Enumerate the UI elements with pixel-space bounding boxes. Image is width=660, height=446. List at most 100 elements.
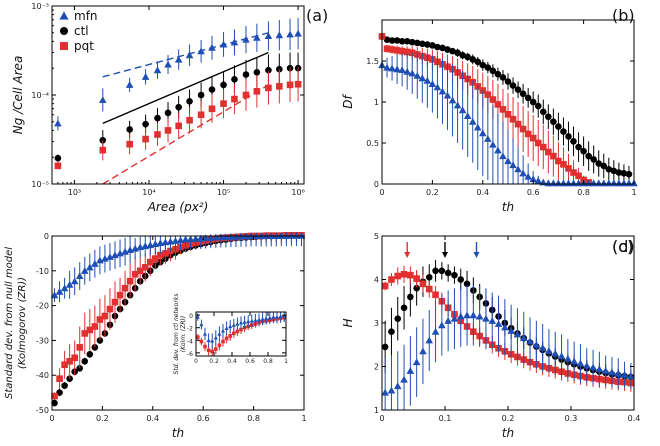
pqt-point [524, 130, 532, 138]
pqt-point [235, 329, 240, 334]
ctl-point [625, 170, 633, 178]
y-axis-label: Df [341, 93, 355, 108]
mfn-point [195, 314, 200, 319]
pqt-point [432, 291, 439, 299]
pqt-point [217, 343, 222, 348]
pqt-point [560, 161, 567, 168]
ctl-point [175, 103, 182, 111]
ctl-point [464, 53, 471, 61]
pqt-point [545, 148, 552, 156]
mfn-point [433, 83, 442, 91]
pqt-point [141, 264, 149, 271]
pqt-point [504, 111, 512, 118]
mfn-point [186, 235, 195, 243]
legend-marker-pqt [60, 42, 68, 50]
ctl-point [524, 94, 532, 102]
mfn-point [489, 140, 497, 148]
ctl-point [519, 90, 527, 98]
ctl-point [575, 143, 582, 151]
pqt-point [101, 312, 109, 320]
ctl-point [403, 38, 411, 45]
pqt-point [210, 349, 214, 354]
mfn-point [438, 321, 446, 329]
mfn-point [549, 179, 558, 187]
legend-label-mfn: mfn [74, 9, 98, 23]
pqt-point [164, 127, 172, 134]
x-tick-label: 0.1 [439, 414, 452, 423]
pqt-point [157, 251, 164, 259]
pqt-point [126, 277, 134, 285]
ctl-point [620, 170, 628, 177]
mfn-point [116, 249, 124, 257]
pqt-point [224, 336, 229, 341]
mfn-point [514, 165, 522, 173]
x-tick-label: 10⁵ [217, 188, 230, 197]
ctl-point [494, 70, 502, 78]
ctl-point [56, 389, 63, 396]
mfn-point [413, 71, 422, 79]
y-tick-label: 10⁻³ [31, 2, 49, 11]
mfn-point [615, 179, 623, 187]
ctl-point [154, 114, 161, 122]
mfn-point [282, 231, 291, 239]
pqt-point [383, 45, 391, 52]
mfn-point [475, 312, 484, 320]
mfn-point [605, 179, 613, 187]
mfn-point [224, 326, 229, 330]
pqt-point [91, 323, 99, 330]
pqt-point [239, 327, 243, 332]
x-tick-label: 1 [631, 188, 636, 197]
pqt-point [265, 84, 272, 92]
mfn-point [256, 317, 262, 322]
y-tick-label: -30 [36, 336, 49, 345]
mfn-point [408, 69, 417, 77]
inset-y-label-line2: (Kolm. (ZR)) [180, 316, 187, 352]
ctl-point [514, 86, 522, 93]
ctl-point [570, 138, 577, 145]
mfn-point [589, 363, 597, 371]
ctl-point [429, 42, 436, 49]
mfn-point [393, 65, 401, 73]
ctl-point [504, 78, 512, 85]
pqt-point [575, 172, 582, 180]
mfn-point [275, 31, 284, 39]
y-tick-label: 4 [374, 276, 379, 285]
mfn-point [620, 179, 628, 187]
pqt-point [136, 267, 144, 275]
ctl-point [434, 43, 441, 51]
mfn-point [196, 234, 205, 242]
mfn-point [509, 161, 517, 169]
ctl-point [208, 86, 216, 93]
mfn-point [614, 369, 623, 377]
y-tick-label: -10 [36, 267, 49, 276]
x-tick-label: 0 [379, 188, 384, 197]
pqt-point [242, 91, 250, 99]
mfn-point [106, 253, 114, 260]
ctl-point [253, 68, 261, 76]
mfn-point [507, 327, 515, 334]
mfn-point [412, 358, 421, 366]
mfn-point [584, 179, 593, 187]
mfn-point [212, 233, 220, 241]
mfn-point [199, 322, 204, 327]
pqt-point [407, 271, 414, 279]
x-tick-label: 0.8 [263, 358, 273, 365]
y-tick-label: -2 [187, 326, 193, 333]
ctl-point [555, 123, 562, 130]
pqt-point [96, 316, 104, 323]
mfn-point [278, 314, 283, 319]
mfn-point [564, 354, 572, 362]
mfn-point [213, 335, 218, 340]
legend-marker-ctl [60, 27, 68, 35]
mfn-point [469, 311, 478, 319]
ctl-point [463, 280, 471, 288]
mfn-point [202, 331, 208, 336]
mfn-point [65, 280, 74, 288]
x-tick-label: 0.4 [227, 358, 237, 365]
x-tick-label: 0.4 [476, 188, 489, 197]
mfn-point [125, 81, 134, 88]
y-tick-label: 2 [374, 363, 379, 372]
x-tick-label: 10⁶ [291, 188, 304, 197]
ctl-point [499, 74, 507, 81]
pqt-point [514, 120, 522, 128]
